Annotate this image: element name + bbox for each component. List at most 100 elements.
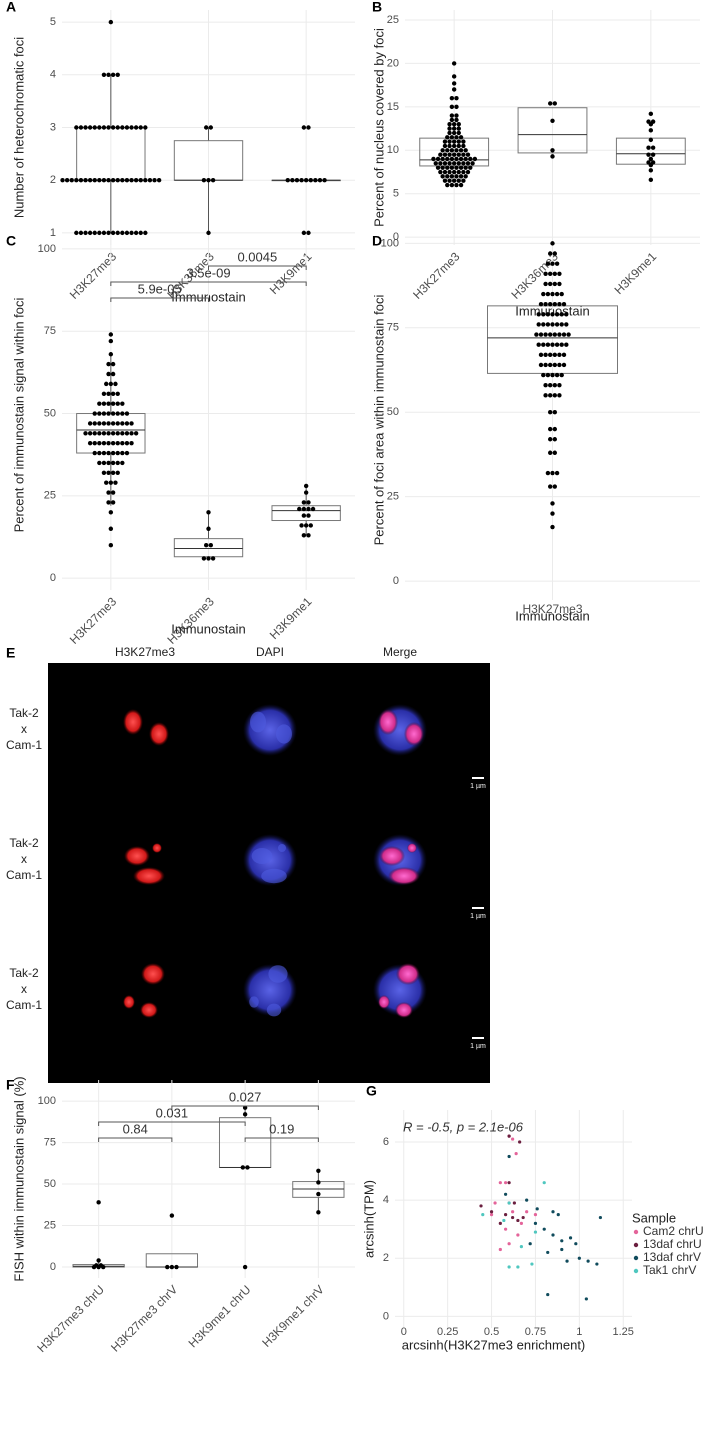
dot <box>83 125 88 130</box>
dot <box>650 119 656 124</box>
dot <box>69 177 74 183</box>
point <box>535 1207 539 1211</box>
point <box>507 1181 511 1185</box>
panel-letter: D <box>372 233 382 249</box>
dot <box>301 230 307 236</box>
dot <box>78 177 84 183</box>
dot <box>120 450 125 456</box>
dot <box>101 440 107 446</box>
dot <box>101 431 107 436</box>
dot <box>301 533 307 538</box>
dot <box>552 410 557 415</box>
dot <box>461 152 466 157</box>
dot <box>454 104 459 110</box>
dot <box>60 177 65 183</box>
dot <box>129 440 134 446</box>
dot <box>124 440 130 446</box>
row-label: Cam-1 <box>6 998 42 1012</box>
dot <box>169 1264 175 1270</box>
dot <box>561 332 567 337</box>
x-axis-title: Immunostain <box>171 621 245 636</box>
dot <box>648 156 654 162</box>
focus <box>396 963 420 985</box>
point <box>504 1181 508 1185</box>
legend-title: Sample <box>632 1210 676 1225</box>
dot <box>548 271 553 276</box>
point <box>521 1215 525 1220</box>
dot <box>316 1180 321 1185</box>
point <box>516 1233 520 1237</box>
scale-bar-label: 1 µm <box>470 1043 486 1050</box>
dot <box>550 291 555 297</box>
dot <box>440 165 445 170</box>
dot <box>442 178 448 183</box>
dot <box>108 526 114 531</box>
dot <box>115 411 120 416</box>
dot <box>294 177 300 183</box>
dot <box>152 177 157 183</box>
dot <box>445 182 450 188</box>
dot <box>454 148 459 153</box>
dot <box>543 281 548 287</box>
legend-marker <box>633 1255 639 1261</box>
dot <box>83 177 88 183</box>
scale-bar-label: 1 µm <box>470 913 486 920</box>
dot <box>456 152 461 157</box>
focus <box>249 996 259 1008</box>
dot <box>550 322 555 327</box>
dot <box>554 372 560 378</box>
dot <box>97 411 102 416</box>
dot <box>201 177 207 183</box>
row-label: x <box>21 722 27 736</box>
point <box>507 1265 511 1269</box>
dot <box>115 450 120 456</box>
point <box>511 1215 515 1220</box>
point <box>598 1215 603 1220</box>
dot <box>101 450 107 456</box>
dot <box>208 125 213 130</box>
dot <box>110 470 116 475</box>
dot <box>454 165 459 170</box>
dot <box>108 332 114 337</box>
point <box>574 1242 578 1246</box>
legend-marker <box>633 1229 639 1235</box>
dot <box>245 1165 250 1170</box>
dot <box>120 401 125 406</box>
y-tick-label: 75 <box>44 1136 56 1148</box>
row-label: Tak-2 <box>9 706 39 720</box>
dot <box>451 139 457 144</box>
dot <box>110 401 116 406</box>
significance-bracket <box>110 297 209 302</box>
box <box>419 137 490 167</box>
dot <box>554 342 560 347</box>
dot <box>301 125 307 130</box>
dot <box>316 1210 321 1215</box>
dot <box>98 1263 104 1268</box>
dot <box>541 372 546 378</box>
point <box>516 1265 520 1269</box>
dot <box>306 533 311 538</box>
dot <box>458 174 464 179</box>
dot <box>106 177 111 183</box>
focus <box>141 963 165 985</box>
dot <box>92 177 97 183</box>
dot <box>646 152 651 157</box>
p-value-label: 0.027 <box>229 1089 262 1104</box>
dot <box>78 230 84 236</box>
dot <box>120 411 125 416</box>
dot <box>120 440 125 446</box>
dot <box>442 161 448 166</box>
row-label: x <box>21 852 27 866</box>
dot <box>557 301 562 307</box>
panel-letter: E <box>6 645 15 661</box>
dot <box>445 148 450 153</box>
dot <box>110 450 116 456</box>
dot <box>110 371 116 377</box>
dot <box>458 148 464 153</box>
point <box>507 1154 511 1159</box>
point <box>504 1213 508 1217</box>
dot <box>147 177 153 183</box>
dot <box>124 411 130 416</box>
dot <box>646 145 651 150</box>
